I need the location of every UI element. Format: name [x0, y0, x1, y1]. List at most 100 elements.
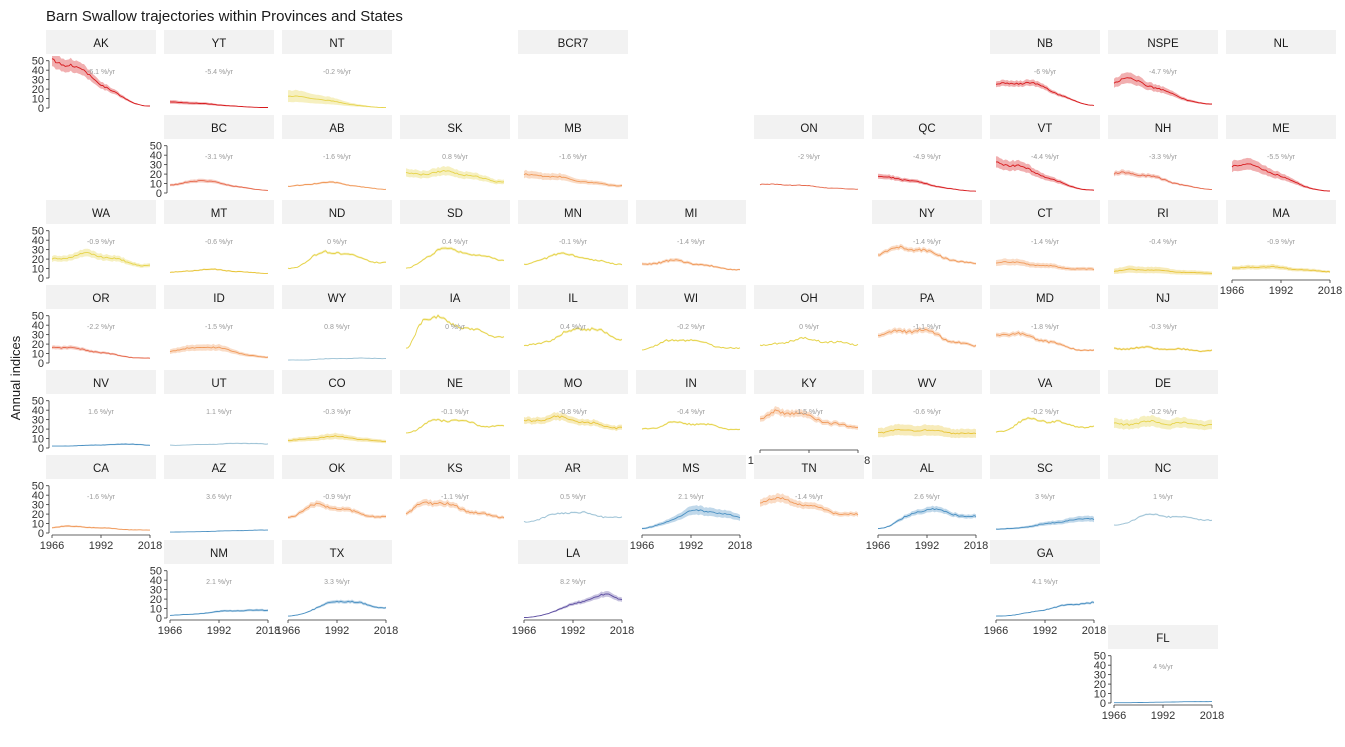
panel-ri: RI -0.4 %/yr: [1108, 200, 1218, 276]
strip-label: IL: [568, 293, 578, 305]
strip-background: [1108, 455, 1218, 479]
trend-line: [523, 173, 623, 187]
trend-label: -3.1 %/yr: [205, 154, 234, 161]
panel-nc: NC 1 %/yr: [1108, 455, 1218, 526]
x-tick-label: 1992: [207, 625, 231, 637]
trend-label: 2.6 %/yr: [914, 494, 940, 501]
panel-nj: NJ -0.3 %/yr: [1108, 285, 1218, 353]
strip-label: KY: [801, 378, 817, 390]
strip-background: [282, 540, 392, 564]
trend-label: -0.2 %/yr: [323, 69, 352, 76]
y-tick-label: 10: [32, 264, 44, 276]
strip-label: WY: [328, 293, 347, 305]
strip-background: [164, 200, 274, 224]
trend-line: [169, 442, 269, 446]
ci-band: [288, 599, 386, 617]
strip-background: [754, 455, 864, 479]
panel-il: IL 0.4 %/yr: [518, 285, 628, 347]
strip-background: [400, 200, 510, 224]
strip-background: [1108, 285, 1218, 309]
y-tick-label: 0: [38, 358, 44, 370]
strip-background: [400, 370, 510, 394]
strip-background: [872, 115, 982, 139]
ci-band: [288, 89, 386, 108]
strip-label: OR: [92, 293, 109, 305]
strip-background: [46, 370, 156, 394]
ci-band: [878, 243, 976, 265]
x-tick-label: 1992: [1033, 625, 1057, 637]
y-tick-label: 30: [32, 245, 44, 257]
trend-label: 2.1 %/yr: [678, 494, 704, 501]
ci-band: [406, 498, 504, 520]
panel-ar: AR 0.5 %/yr: [518, 455, 628, 523]
trend-label: 3.6 %/yr: [206, 494, 232, 501]
y-tick-label: 0: [156, 188, 162, 200]
x-tick-label: 1966: [866, 540, 890, 552]
trend-label: -0.1 %/yr: [441, 409, 470, 416]
trend-label: -1.5 %/yr: [795, 409, 824, 416]
strip-background: [872, 455, 982, 479]
trend-label: -1.6 %/yr: [87, 494, 116, 501]
y-tick-label: 40: [32, 235, 44, 247]
y-tick-label: 30: [150, 585, 162, 597]
ci-band: [642, 257, 740, 271]
panel-nh: NH -3.3 %/yr: [1108, 115, 1218, 190]
trend-label: -0.2 %/yr: [1149, 409, 1178, 416]
y-tick-label: 20: [32, 424, 44, 436]
ci-band: [170, 100, 268, 108]
ci-band: [878, 505, 976, 530]
strip-background: [990, 455, 1100, 479]
strip-label: AK: [93, 38, 109, 50]
trend-label: -0.3 %/yr: [323, 409, 352, 416]
trend-label: -0.9 %/yr: [323, 494, 352, 501]
trend-line: [52, 443, 151, 447]
trend-label: -4.4 %/yr: [1031, 154, 1060, 161]
y-tick-label: 40: [32, 490, 44, 502]
trend-line: [287, 600, 387, 617]
strip-background: [518, 455, 628, 479]
trend-line: [523, 511, 623, 523]
y-tick-label: 0: [38, 528, 44, 540]
trend-line: [51, 58, 150, 107]
trend-line: [51, 525, 150, 531]
strip-label: SC: [1037, 463, 1053, 475]
strip-label: VA: [1038, 378, 1053, 390]
strip-label: ND: [329, 208, 346, 220]
strip-label: VT: [1038, 123, 1053, 135]
y-tick-label: 20: [150, 594, 162, 606]
ci-band: [878, 173, 976, 192]
trend-label: -1.6 %/yr: [323, 154, 352, 161]
panel-vt: VT -4.4 %/yr: [990, 115, 1100, 191]
ci-band: [642, 420, 740, 431]
panel-on: ON -2 %/yr: [754, 115, 864, 190]
strip-background: [990, 540, 1100, 564]
strip-label: SD: [447, 208, 463, 220]
x-tick-label: 1966: [1220, 285, 1244, 297]
y-tick-label: 50: [32, 226, 44, 238]
strip-background: [1226, 30, 1336, 54]
trend-label: 4.1 %/yr: [1032, 579, 1058, 586]
trend-line: [877, 175, 977, 192]
trend-label: 4 %/yr: [1153, 664, 1174, 671]
y-tick-label: 50: [32, 396, 44, 408]
panel-nb: NB -6 %/yr: [990, 30, 1100, 106]
panel-mi: MI -1.4 %/yr: [636, 200, 746, 271]
panel-mn: MN -0.1 %/yr: [518, 200, 628, 266]
strip-background: [1108, 370, 1218, 394]
x-tick-label: 2018: [1082, 625, 1106, 637]
y-tick-label: 40: [32, 320, 44, 332]
panel-ab: AB -1.6 %/yr: [282, 115, 392, 190]
panel-bcr7: BCR7: [518, 30, 628, 54]
panel-wi: WI -0.2 %/yr: [636, 285, 746, 351]
trend-line: [641, 509, 741, 529]
y-tick-label: 30: [32, 330, 44, 342]
trend-line: [995, 261, 1095, 271]
ci-band: [996, 515, 1094, 530]
y-tick-label: 10: [32, 434, 44, 446]
ci-band: [288, 432, 386, 444]
trend-label: -0.1 %/yr: [559, 239, 588, 246]
strip-background: [1226, 200, 1336, 224]
trend-line: [169, 609, 269, 616]
